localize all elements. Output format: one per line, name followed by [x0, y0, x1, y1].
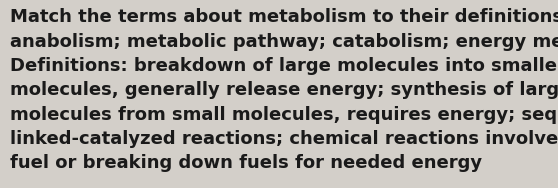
- Text: Match the terms about metabolism to their definitions: Terms;
anabolism; metabol: Match the terms about metabolism to thei…: [10, 8, 558, 172]
